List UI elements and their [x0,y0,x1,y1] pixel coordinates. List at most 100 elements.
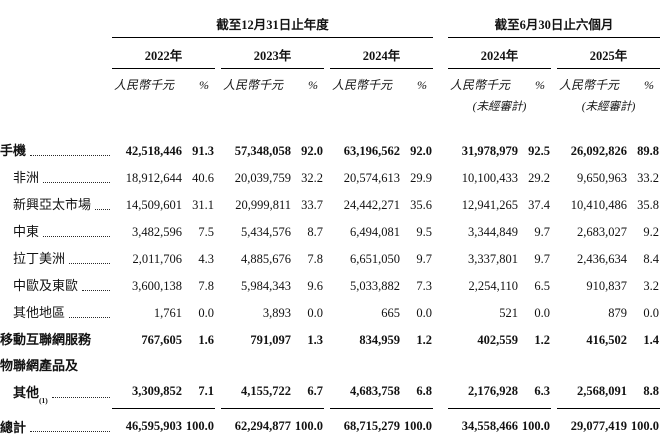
table-row-iot-products-label: 物聯網產品及 [0,354,660,378]
percent-cell: 6.5 [534,279,551,293]
spacer-cell [433,273,448,300]
value-cell: 3,893 [262,306,291,320]
row-label: 新興亞太市場 [13,197,92,213]
dot-leader [43,235,110,237]
spacer-cell [112,93,215,114]
value-cell: 2,436,634 [577,252,628,266]
percent-cell: 33.2 [637,171,660,185]
value-cell: 2,176,928 [448,378,519,409]
value-cell: 416,502 [586,333,628,347]
row-label-cell: 中歐及東歐 [0,273,112,300]
value-cell: 6,494,081 [350,225,400,239]
percent-cell: 6.3 [518,378,552,409]
percent-cell: 32.2 [301,171,323,185]
percent-cell: 31.1 [192,198,214,212]
percent-label: % [644,78,655,92]
percent-cell: 1.2 [416,333,433,347]
unaudited-label: (未經審計) [581,101,636,113]
value-cell: 10,410,486 [570,198,628,212]
spacer-cell [221,93,324,114]
row-label: 非洲 [13,170,40,186]
row-label: 其他 [13,384,40,400]
dot-leader [51,396,110,398]
value-cell: 2,683,027 [577,225,628,239]
percent-cell: 9.7 [534,252,551,266]
dot-leader [95,208,110,210]
value-cell: 20,574,613 [343,171,400,185]
row-label-cell: 移動互聯網服務 [0,327,112,354]
unaudited-label: (未經審計) [472,101,527,113]
percent-cell: 4.3 [198,252,214,266]
row-label-cell: 中東 [0,219,112,246]
period-group-annual: 截至12月31日止年度 [112,14,434,38]
table-row-total: 總計 46,595,903 100.0 62,294,877 100.0 68,… [0,408,660,438]
percent-cell: 35.8 [637,198,660,212]
value-cell: 3,482,596 [132,225,182,239]
dot-leader [69,316,110,318]
spacer-cell [0,114,660,138]
value-cell: 2,568,091 [557,378,628,409]
value-cell: 4,683,758 [330,378,400,409]
value-cell: 879 [608,306,628,320]
percent-cell: 100.0 [518,408,552,438]
value-cell: 14,509,601 [125,198,182,212]
table-row-africa: 非洲 18,912,644 40.6 20,039,759 32.2 20,57… [0,165,660,192]
percent-cell: 1.3 [307,333,323,347]
percent-label: % [308,78,318,92]
spacer-cell [112,354,660,378]
percent-cell: 0.0 [643,306,660,320]
period-group-interim: 截至6月30日止六個月 [448,14,660,38]
value-cell: 3,309,852 [112,378,182,409]
spacer-cell [0,38,112,69]
percent-cell: 0.0 [416,306,433,320]
value-cell: 521 [499,306,519,320]
percent-cell: 9.7 [416,252,433,266]
value-cell: 5,033,882 [350,279,400,293]
value-cell: 20,999,811 [235,198,291,212]
percent-cell: 35.6 [410,198,433,212]
value-cell: 2,011,706 [132,252,182,266]
row-label-cell: 其他 (1) [0,378,112,409]
year-header-row: 2022年 2023年 2024年 2024年 2025年 [0,37,660,69]
spacer-cell [433,219,448,246]
dot-leader [30,154,110,156]
value-cell: 1,761 [153,306,182,320]
value-cell: 834,959 [359,333,400,347]
value-cell: 46,595,903 [112,408,182,438]
percent-cell: 0.0 [534,306,551,320]
percent-cell: 91.3 [192,144,214,158]
percent-cell: 9.6 [307,279,323,293]
value-cell: 9,650,963 [577,171,628,185]
unit-label: 人民幣千元 [114,78,175,92]
unit-label: 人民幣千元 [223,78,284,92]
spacer-cell [433,327,448,354]
percent-cell: 7.8 [198,279,214,293]
table-row-emerging-apac: 新興亞太市場 14,509,601 31.1 20,999,811 33.7 2… [0,192,660,219]
percent-cell: 7.1 [182,378,215,409]
table-row-central-eastern-europe: 中歐及東歐 3,600,138 7.8 5,984,343 9.6 5,033,… [0,273,660,300]
percent-cell: 8.4 [643,252,660,266]
table-row-latin-america: 拉丁美洲 2,011,706 4.3 4,885,676 7.8 6,651,0… [0,246,660,273]
spacer-cell [433,378,448,409]
value-cell: 18,912,644 [125,171,182,185]
table-row-other-regions: 其他地區 1,761 0.0 3,893 0.0 665 0.0 521 0.0… [0,300,660,327]
value-cell: 3,337,801 [468,252,519,266]
spacer-cell [433,69,448,94]
year-header-2023: 2023年 [221,37,324,69]
value-cell: 12,941,265 [461,198,519,212]
row-label-cell: 其他地區 [0,300,112,327]
percent-cell: 7.5 [198,225,214,239]
table-row-middle-east: 中東 3,482,596 7.5 5,434,576 8.7 6,494,081… [0,219,660,246]
value-cell: 42,518,446 [125,144,182,158]
value-cell: 26,092,826 [570,144,628,158]
percent-cell: 29.9 [410,171,433,185]
value-cell: 402,559 [477,333,519,347]
group-title-row: 截至12月31日止年度 截至6月30日止六個月 [0,14,660,38]
value-cell: 4,155,722 [221,378,291,409]
row-label-cell: 總計 [0,409,112,438]
spacer-cell [433,409,448,438]
percent-cell: 9.5 [416,225,433,239]
value-cell: 29,077,419 [557,408,628,438]
value-cell: 3,600,138 [132,279,182,293]
